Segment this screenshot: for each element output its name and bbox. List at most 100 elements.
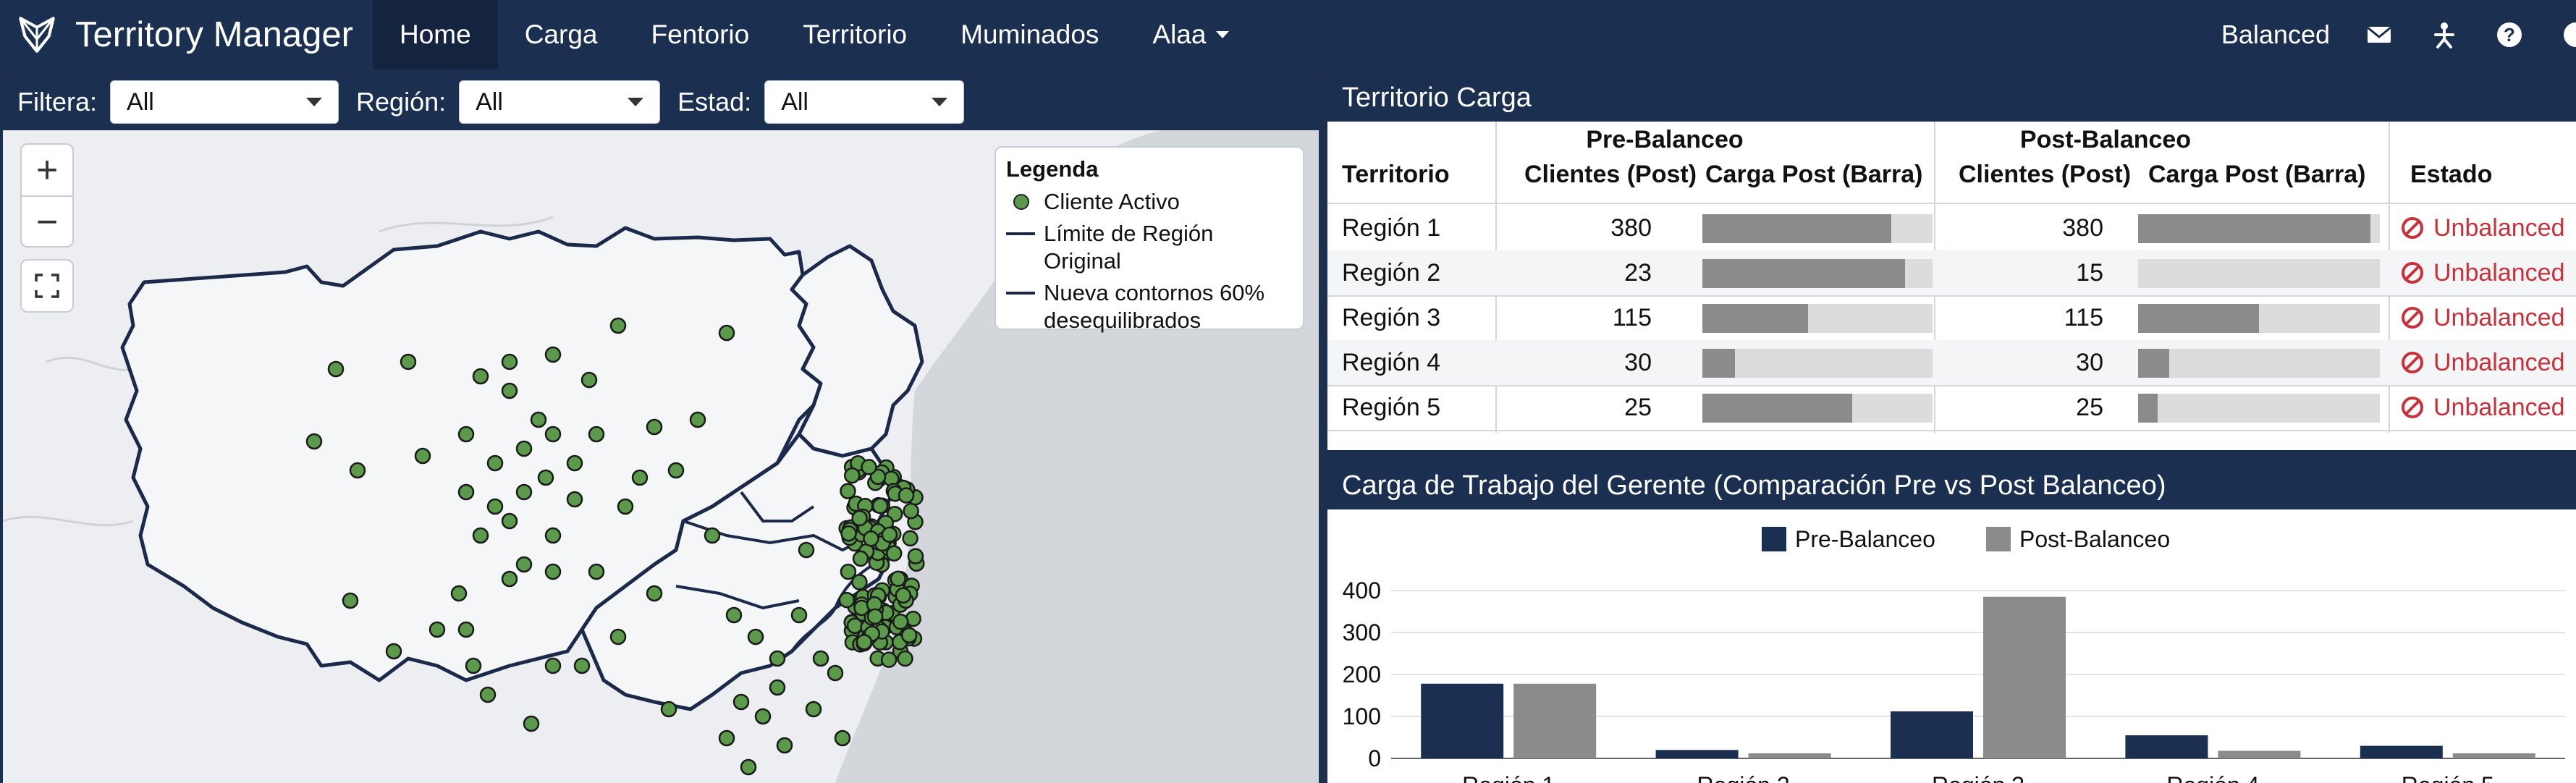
table-row[interactable]: Región 1 380 380 Unbalanced <box>1327 206 2576 250</box>
client-dot[interactable] <box>852 550 869 567</box>
client-dot[interactable] <box>747 628 764 646</box>
client-dot[interactable] <box>704 527 721 544</box>
estad-select[interactable]: All <box>764 80 965 124</box>
client-dot[interactable] <box>530 411 547 428</box>
bar-pre-1[interactable] <box>1421 683 1504 758</box>
zoom-out-button[interactable]: − <box>35 201 59 243</box>
nav-tab-territorio[interactable]: Territorio <box>776 0 934 69</box>
bar-pre-2[interactable] <box>1655 750 1739 758</box>
client-dot[interactable] <box>827 664 844 682</box>
client-dot[interactable] <box>902 530 919 547</box>
client-dot[interactable] <box>515 440 533 457</box>
client-dot[interactable] <box>900 627 918 644</box>
client-dot[interactable] <box>732 693 750 711</box>
nav-tab-alaa[interactable]: Alaa <box>1126 0 1256 69</box>
client-dot[interactable] <box>840 563 857 580</box>
client-dot[interactable] <box>385 643 402 660</box>
client-dot[interactable] <box>907 548 924 564</box>
person-icon[interactable] <box>2428 19 2460 51</box>
client-dot[interactable] <box>840 483 856 499</box>
client-dot[interactable] <box>890 570 906 588</box>
zoom-in-button[interactable]: + <box>35 149 59 191</box>
client-dot[interactable] <box>754 708 772 725</box>
balance-status-label[interactable]: Balanced <box>2221 20 2330 49</box>
client-dot[interactable] <box>472 368 489 385</box>
client-dot[interactable] <box>465 657 482 674</box>
bar-post-4[interactable] <box>2218 750 2301 758</box>
nav-tab-home[interactable]: Home <box>373 0 498 69</box>
client-dot[interactable] <box>769 650 786 667</box>
bar-pre-3[interactable] <box>1891 711 1973 758</box>
client-dot[interactable] <box>846 617 863 634</box>
client-dot[interactable] <box>588 426 605 443</box>
client-dot[interactable] <box>566 454 583 472</box>
client-dot[interactable] <box>501 382 518 399</box>
client-dot[interactable] <box>400 353 417 371</box>
client-dot[interactable] <box>646 585 663 602</box>
client-dot[interactable] <box>689 411 706 428</box>
client-dot[interactable] <box>501 512 518 530</box>
client-dot[interactable] <box>660 701 677 718</box>
nav-tab-fentorio[interactable]: Fentorio <box>624 0 776 69</box>
client-dot[interactable] <box>895 587 912 604</box>
client-dot[interactable] <box>871 497 889 515</box>
client-dot[interactable] <box>515 556 533 573</box>
client-dot[interactable] <box>869 468 887 486</box>
client-dot[interactable] <box>414 447 431 465</box>
client-dot[interactable] <box>851 509 868 527</box>
client-dot[interactable] <box>486 454 504 472</box>
client-dot[interactable] <box>880 651 898 668</box>
client-dot[interactable] <box>580 371 598 389</box>
filtera-select[interactable]: All <box>110 80 339 124</box>
client-dot[interactable] <box>588 563 605 580</box>
client-dot[interactable] <box>805 701 822 718</box>
client-dot[interactable] <box>834 729 851 747</box>
client-dot[interactable] <box>838 591 856 609</box>
bar-pre-5[interactable] <box>2360 745 2443 758</box>
overflow-icon[interactable] <box>2559 19 2576 51</box>
client-dot[interactable] <box>898 487 915 504</box>
fullscreen-button[interactable] <box>20 259 74 313</box>
client-dot[interactable] <box>457 426 475 443</box>
client-dot[interactable] <box>725 606 743 624</box>
territory-map[interactable] <box>3 130 1319 783</box>
client-dot[interactable] <box>501 570 518 588</box>
client-dot[interactable] <box>840 525 857 542</box>
client-dot[interactable] <box>897 650 913 667</box>
client-dot[interactable] <box>740 758 757 776</box>
client-dot[interactable] <box>544 563 562 580</box>
client-dot[interactable] <box>881 526 898 543</box>
client-dot[interactable] <box>892 613 909 630</box>
client-dot[interactable] <box>609 317 627 334</box>
client-dot[interactable] <box>305 433 323 450</box>
region-select[interactable]: All <box>459 80 661 124</box>
client-dot[interactable] <box>856 634 873 651</box>
bar-post-5[interactable] <box>2452 753 2535 758</box>
help-icon[interactable]: ? <box>2493 19 2525 51</box>
client-dot[interactable] <box>646 418 663 436</box>
client-dot[interactable] <box>479 686 497 703</box>
client-dot[interactable] <box>472 527 489 544</box>
bar-post-1[interactable] <box>1513 683 1597 758</box>
client-dot[interactable] <box>523 715 540 732</box>
client-dot[interactable] <box>457 483 475 501</box>
mail-icon[interactable] <box>2363 19 2395 51</box>
table-row[interactable]: Región 5 25 25 Unbalanced <box>1327 385 2576 430</box>
client-dot[interactable] <box>812 650 829 667</box>
client-dot[interactable] <box>501 353 518 371</box>
client-dot[interactable] <box>450 585 468 602</box>
client-dot[interactable] <box>667 462 685 479</box>
client-dot[interactable] <box>544 657 562 674</box>
client-dot[interactable] <box>844 467 861 484</box>
client-dot[interactable] <box>776 737 793 754</box>
client-dot[interactable] <box>544 426 562 443</box>
client-dot[interactable] <box>544 527 562 544</box>
client-dot[interactable] <box>798 541 815 559</box>
client-dot[interactable] <box>866 608 884 625</box>
brand[interactable]: Territory Manager <box>0 0 373 69</box>
client-dot[interactable] <box>609 628 627 646</box>
client-dot[interactable] <box>342 592 359 609</box>
client-dot[interactable] <box>327 360 345 378</box>
nav-tab-muminados[interactable]: Muminados <box>934 0 1126 69</box>
client-dot[interactable] <box>349 462 366 479</box>
